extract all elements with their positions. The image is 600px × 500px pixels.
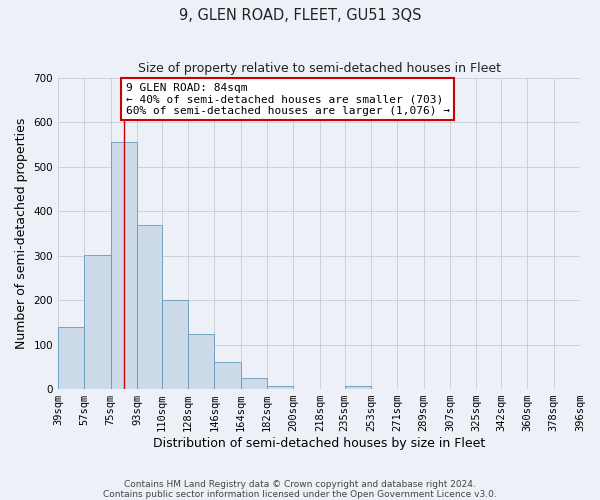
Bar	[162, 300, 188, 389]
Bar	[137, 224, 162, 389]
Bar	[110, 142, 137, 389]
Bar	[267, 386, 293, 389]
X-axis label: Distribution of semi-detached houses by size in Fleet: Distribution of semi-detached houses by …	[153, 437, 485, 450]
Y-axis label: Number of semi-detached properties: Number of semi-detached properties	[15, 118, 28, 350]
Bar	[241, 378, 267, 389]
Bar	[85, 255, 110, 389]
Text: 9 GLEN ROAD: 84sqm
← 40% of semi-detached houses are smaller (703)
60% of semi-d: 9 GLEN ROAD: 84sqm ← 40% of semi-detache…	[126, 82, 450, 116]
Text: Contains HM Land Registry data © Crown copyright and database right 2024.
Contai: Contains HM Land Registry data © Crown c…	[103, 480, 497, 499]
Bar	[214, 362, 241, 389]
Text: 9, GLEN ROAD, FLEET, GU51 3QS: 9, GLEN ROAD, FLEET, GU51 3QS	[179, 8, 421, 22]
Title: Size of property relative to semi-detached houses in Fleet: Size of property relative to semi-detach…	[137, 62, 500, 76]
Bar	[344, 386, 371, 389]
Bar	[188, 334, 214, 389]
Bar	[58, 327, 85, 389]
